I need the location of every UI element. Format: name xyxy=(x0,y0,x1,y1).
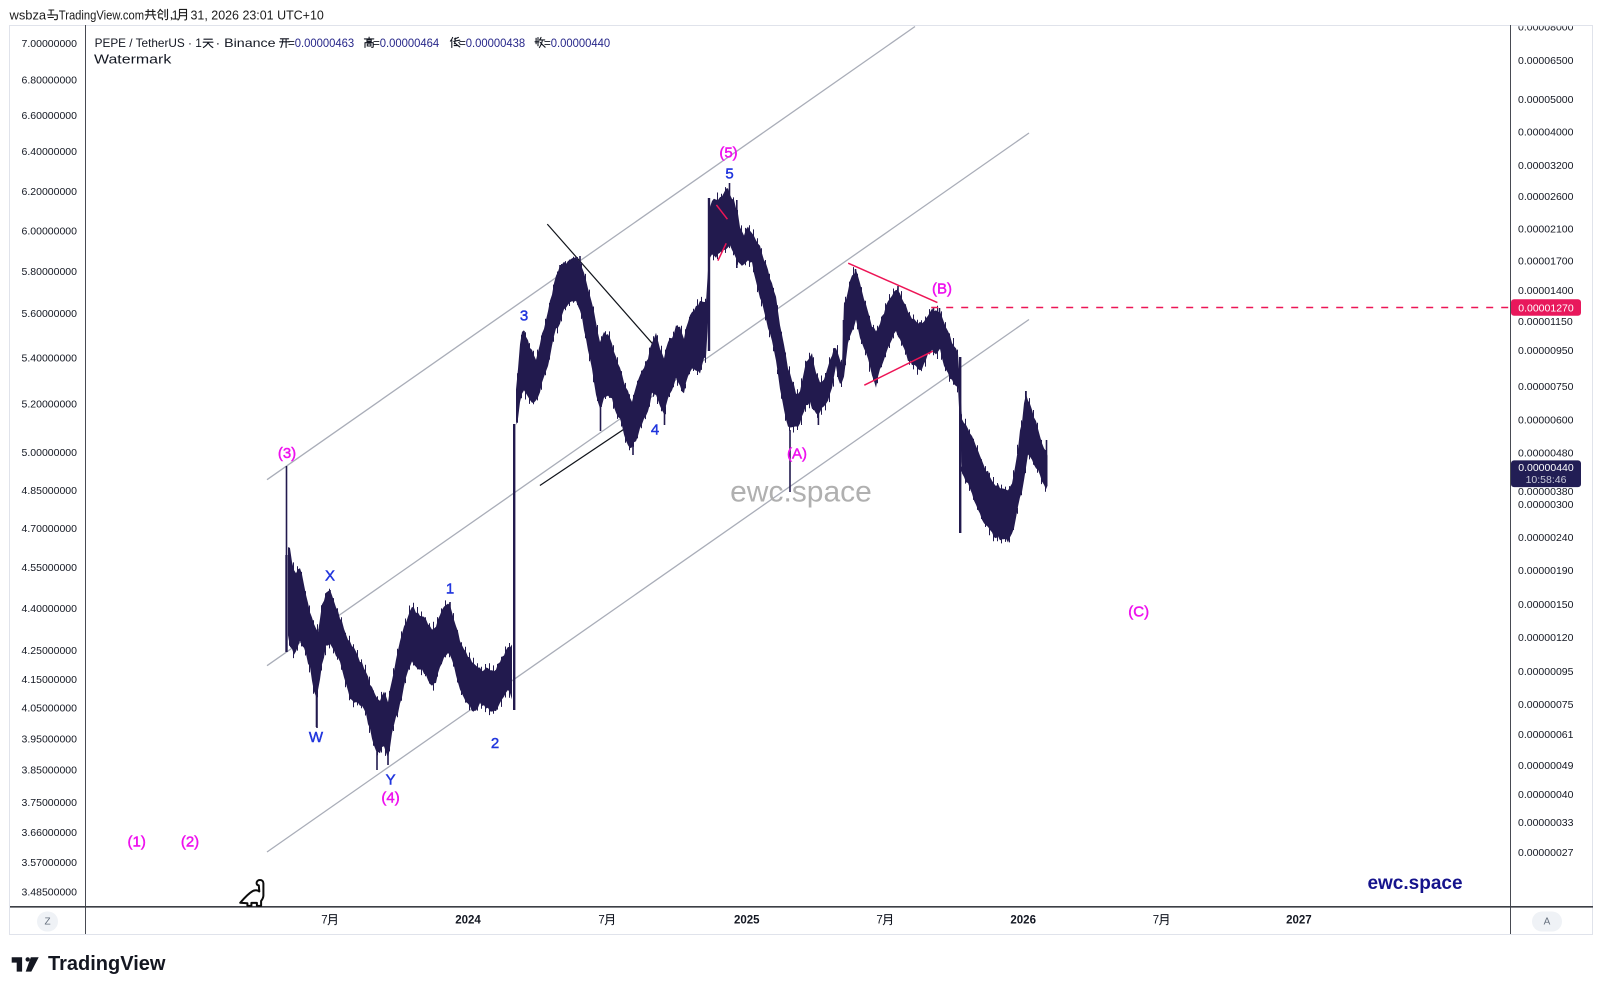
svg-text:6.80000000: 6.80000000 xyxy=(22,75,78,87)
svg-text:4.05000000: 4.05000000 xyxy=(22,703,78,715)
svg-text:2: 2 xyxy=(491,735,499,752)
svg-text:(2): (2) xyxy=(181,833,199,850)
svg-text:0.00000440: 0.00000440 xyxy=(1518,462,1574,474)
svg-text:wsbza: wsbza xyxy=(8,8,46,22)
svg-text:(5): (5) xyxy=(719,144,737,161)
svg-text:0.00000440: 0.00000440 xyxy=(551,38,611,50)
svg-text:5: 5 xyxy=(725,165,733,182)
svg-text:Watermark: Watermark xyxy=(94,53,172,67)
svg-text:(1): (1) xyxy=(128,833,146,850)
svg-text:0.00004000: 0.00004000 xyxy=(1518,126,1574,138)
svg-text:3: 3 xyxy=(520,308,528,325)
svg-text:0.00000027: 0.00000027 xyxy=(1518,847,1574,859)
svg-text:6.60000000: 6.60000000 xyxy=(22,110,78,122)
svg-text:4.40000000: 4.40000000 xyxy=(22,603,78,615)
svg-text:0.00000061: 0.00000061 xyxy=(1518,729,1574,741)
svg-text:0.00000480: 0.00000480 xyxy=(1518,448,1574,460)
svg-text:31, 2026 23:01 UTC+10: 31, 2026 23:01 UTC+10 xyxy=(191,8,324,22)
svg-text:10:58:46: 10:58:46 xyxy=(1526,474,1567,486)
svg-text:0.00000095: 0.00000095 xyxy=(1518,666,1574,678)
svg-text:(3): (3) xyxy=(278,445,296,462)
svg-text:(C): (C) xyxy=(1128,604,1149,621)
svg-text:0.00001270: 0.00001270 xyxy=(1518,302,1574,314)
svg-text:4.15000000: 4.15000000 xyxy=(22,674,78,686)
svg-text:A: A xyxy=(1544,917,1551,928)
svg-text:2024: 2024 xyxy=(455,915,481,927)
svg-text:0.00001400: 0.00001400 xyxy=(1518,285,1574,297)
svg-text:5.60000000: 5.60000000 xyxy=(22,308,78,320)
svg-text:2026: 2026 xyxy=(1010,915,1036,927)
svg-text:0.00000950: 0.00000950 xyxy=(1518,345,1574,357)
svg-text:7: 7 xyxy=(1153,915,1159,927)
svg-text:(A): (A) xyxy=(787,446,807,463)
svg-text:2025: 2025 xyxy=(734,915,760,927)
svg-text:TradingView.com: TradingView.com xyxy=(59,8,144,22)
svg-text:(4): (4) xyxy=(381,790,399,807)
svg-text:4.25000000: 4.25000000 xyxy=(22,645,78,657)
svg-text:0.00000380: 0.00000380 xyxy=(1518,486,1574,498)
svg-text:0.00000300: 0.00000300 xyxy=(1518,499,1574,511)
svg-text:4.85000000: 4.85000000 xyxy=(22,485,78,497)
svg-text:0.00000750: 0.00000750 xyxy=(1518,381,1574,393)
svg-text:7: 7 xyxy=(598,915,604,927)
svg-text:0.00008000: 0.00008000 xyxy=(1518,22,1574,34)
svg-text:ewc.space: ewc.space xyxy=(1367,873,1462,894)
svg-text:0.00000120: 0.00000120 xyxy=(1518,632,1574,644)
svg-text:4.70000000: 4.70000000 xyxy=(22,523,78,535)
svg-text:0.00002600: 0.00002600 xyxy=(1518,191,1574,203)
svg-text:7: 7 xyxy=(876,915,882,927)
svg-text:0.00001150: 0.00001150 xyxy=(1518,316,1573,328)
svg-text:7.00000000: 7.00000000 xyxy=(22,38,78,50)
svg-text:0.00000464: 0.00000464 xyxy=(380,38,440,50)
svg-text:0.00003200: 0.00003200 xyxy=(1518,160,1574,172)
svg-text:=: = xyxy=(544,36,551,50)
svg-text:W: W xyxy=(309,729,324,746)
svg-text:5.40000000: 5.40000000 xyxy=(22,353,78,365)
svg-text:3.66000000: 3.66000000 xyxy=(22,827,78,839)
svg-text:ewc.space: ewc.space xyxy=(730,476,872,509)
svg-text:3.57000000: 3.57000000 xyxy=(22,857,78,869)
svg-text:7: 7 xyxy=(321,915,327,927)
svg-text:0.00000240: 0.00000240 xyxy=(1518,532,1574,544)
svg-text:· Binance: · Binance xyxy=(216,36,276,50)
svg-text:PEPE / TetherUS · 1: PEPE / TetherUS · 1 xyxy=(95,36,203,50)
svg-text:0.00001700: 0.00001700 xyxy=(1518,255,1574,267)
svg-text:6.00000000: 6.00000000 xyxy=(22,226,78,238)
svg-text:=: = xyxy=(288,36,295,50)
svg-text:5.80000000: 5.80000000 xyxy=(22,266,78,278)
svg-text:5.20000000: 5.20000000 xyxy=(22,399,78,411)
svg-text:0.00000033: 0.00000033 xyxy=(1518,817,1574,829)
svg-text:0.00000190: 0.00000190 xyxy=(1518,565,1574,577)
svg-text:1: 1 xyxy=(446,581,454,598)
svg-text:0.00000463: 0.00000463 xyxy=(295,38,355,50)
svg-text:5.00000000: 5.00000000 xyxy=(22,447,78,459)
svg-text:Y: Y xyxy=(386,771,396,788)
svg-text:2027: 2027 xyxy=(1286,915,1312,927)
svg-text:Z: Z xyxy=(44,917,50,928)
svg-text:3.85000000: 3.85000000 xyxy=(22,765,78,777)
svg-text:6.40000000: 6.40000000 xyxy=(22,146,78,158)
svg-text:3.75000000: 3.75000000 xyxy=(22,797,78,809)
svg-text:6.20000000: 6.20000000 xyxy=(22,186,78,198)
svg-text:0.00005000: 0.00005000 xyxy=(1518,94,1574,106)
svg-text:(B): (B) xyxy=(932,281,952,298)
svg-text:0.00000075: 0.00000075 xyxy=(1518,699,1574,711)
svg-text:4.55000000: 4.55000000 xyxy=(22,562,78,574)
svg-text:=: = xyxy=(459,36,466,50)
svg-text:X: X xyxy=(325,568,335,585)
svg-text:0.00000049: 0.00000049 xyxy=(1518,760,1574,772)
svg-text:=: = xyxy=(373,36,380,50)
svg-text:0.00000040: 0.00000040 xyxy=(1518,789,1574,801)
svg-text:0.00000150: 0.00000150 xyxy=(1518,599,1574,611)
svg-text:3.48500000: 3.48500000 xyxy=(22,886,78,898)
svg-text:3.95000000: 3.95000000 xyxy=(22,734,78,746)
svg-text:4: 4 xyxy=(651,422,659,439)
svg-text:0.00002100: 0.00002100 xyxy=(1518,223,1574,235)
svg-text:0.00000438: 0.00000438 xyxy=(466,38,526,50)
svg-text:0.00006500: 0.00006500 xyxy=(1518,55,1574,67)
svg-text:1: 1 xyxy=(172,8,179,22)
svg-text:0.00000600: 0.00000600 xyxy=(1518,414,1574,426)
